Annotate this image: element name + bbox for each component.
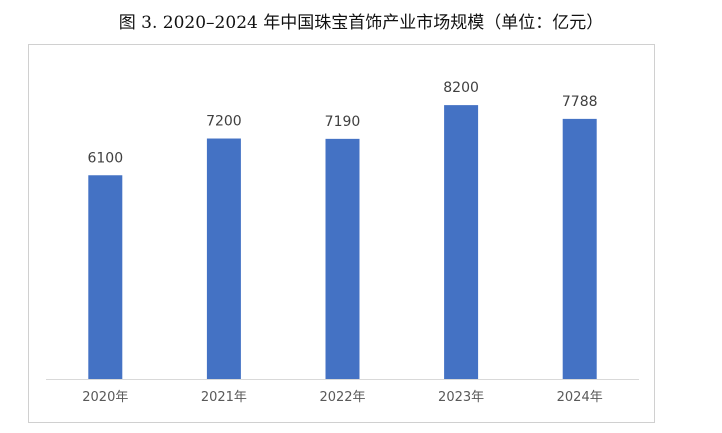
bar-2 (325, 138, 360, 379)
data-label-4: 7788 (562, 94, 598, 110)
bar-1 (206, 138, 241, 379)
figure-caption: 图 3. 2020–2024 年中国珠宝首饰产业市场规模（单位：亿元） (118, 13, 604, 33)
data-label-2: 7190 (325, 114, 361, 130)
bar-chart: 6100 2020年 7200 2021年 7190 2022年 8200 2023年 7788… (46, 80, 639, 405)
chart-area: 6100 2020年 7200 2021年 7190 2022年 8200 2023年 7788… (28, 44, 655, 423)
bar-3 (444, 105, 479, 379)
x-tick-label-0: 2020年 (82, 390, 128, 405)
x-tick-label-2: 2022年 (319, 390, 365, 405)
bar-4 (562, 118, 597, 379)
bar-0 (88, 175, 123, 379)
x-tick-label-1: 2021年 (201, 390, 247, 405)
data-label-0: 6100 (87, 150, 123, 166)
data-label-1: 7200 (206, 114, 242, 130)
data-label-3: 8200 (443, 80, 479, 96)
x-tick-label-3: 2023年 (438, 390, 484, 405)
x-tick-label-4: 2024年 (557, 390, 603, 405)
